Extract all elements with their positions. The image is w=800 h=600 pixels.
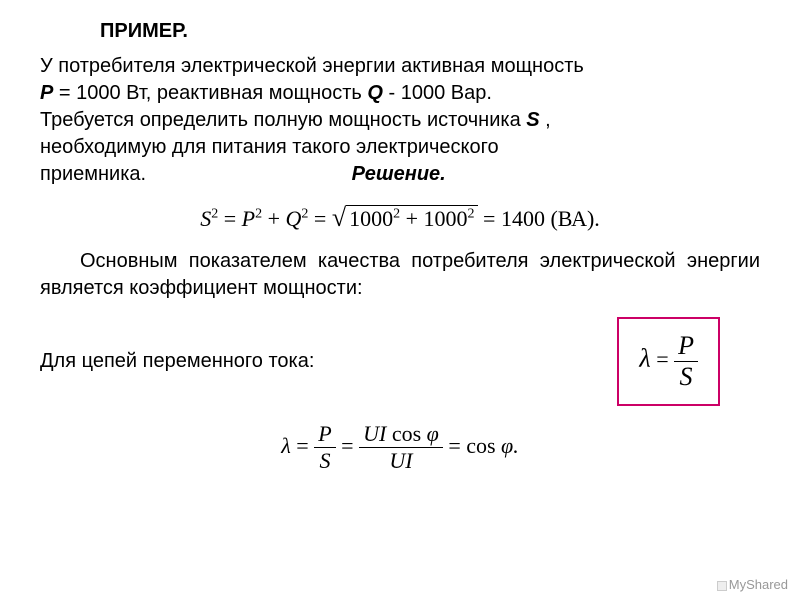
text-req: Требуется определить полную мощность ист…	[40, 109, 526, 131]
f2-frac1: PS	[314, 421, 335, 474]
f2-cos: cos	[386, 421, 426, 446]
f2-num2: UI cos φ	[359, 421, 443, 448]
watermark-text: MyShared	[729, 577, 788, 592]
boxed-lambda-formula: λ = PS	[617, 317, 720, 406]
f1-1000b: 1000	[424, 206, 468, 231]
example-title: ПРИМЕР.	[100, 20, 760, 43]
f1-q: Q	[286, 206, 302, 231]
var-s: S	[526, 109, 539, 131]
f2-result: = cos	[443, 433, 501, 458]
lambda-row: Для цепей переменного тока: λ = PS	[40, 317, 760, 406]
f2-den1: S	[314, 448, 335, 474]
var-p: Р	[40, 82, 53, 104]
f2-num1: P	[314, 421, 335, 448]
f2-lambda: λ	[281, 433, 291, 458]
formula-s-squared: S2 = P2 + Q2 = √10002 + 10002 = 1400 (ВА…	[40, 203, 760, 233]
text-line5: приемника.	[40, 163, 146, 185]
sqrt-icon: √	[332, 203, 346, 232]
f1-unit: (ВА).	[550, 206, 599, 231]
f2-eq2: =	[336, 433, 359, 458]
lambda-fraction: PS	[674, 331, 698, 392]
f1-p: P	[242, 206, 255, 231]
f2-phi1: φ	[427, 421, 439, 446]
text-q-val: - 1000 Вар.	[383, 82, 492, 104]
problem-line1: У потребителя электрической энергии акти…	[40, 55, 584, 77]
lambda-eq: =	[651, 347, 674, 372]
lambda-den: S	[674, 362, 698, 392]
f2-phi2: φ.	[501, 433, 519, 458]
f1-sup5: 2	[468, 207, 475, 222]
f1-result: = 1400	[478, 206, 551, 231]
lambda-num: P	[674, 331, 698, 362]
f1-plus: +	[262, 206, 285, 231]
var-q: Q	[367, 82, 383, 104]
f2-ui-num: UI	[363, 421, 386, 446]
f2-frac2: UI cos φUI	[359, 421, 443, 474]
ac-circuits-text: Для цепей переменного тока:	[40, 350, 617, 373]
formula-lambda-expanded: λ = PS = UI cos φUI = cos φ.	[40, 421, 760, 474]
f1-1000a: 1000	[349, 206, 393, 231]
f1-eq1: =	[218, 206, 241, 231]
text-line4: необходимую для питания такого электриче…	[40, 136, 499, 158]
boxed-formula-wrap: λ = PS	[617, 317, 720, 406]
sqrt-content: 10002 + 10002	[346, 205, 477, 231]
f2-den2: UI	[359, 448, 443, 474]
text-p-val: = 1000 Вт, реактивная мощность	[53, 82, 367, 104]
lambda-var: λ	[639, 344, 650, 373]
watermark-logo-icon	[717, 581, 727, 591]
f1-eq2: =	[308, 206, 331, 231]
quality-paragraph: Основным показателем качества потребител…	[40, 248, 760, 302]
solution-label: Решение.	[352, 163, 446, 185]
f1-plus2: +	[400, 206, 423, 231]
problem-statement: У потребителя электрической энергии акти…	[40, 53, 760, 188]
f2-eq1: =	[291, 433, 314, 458]
f1-s: S	[200, 206, 211, 231]
watermark: MyShared	[717, 577, 788, 592]
text-comma: ,	[540, 109, 551, 131]
